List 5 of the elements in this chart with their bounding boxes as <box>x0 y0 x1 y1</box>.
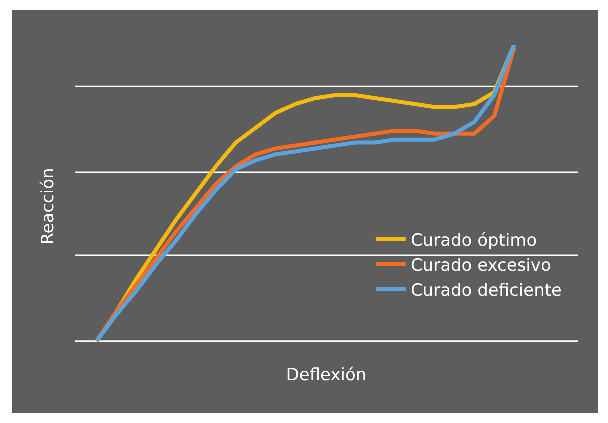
y-axis-title: Reacción <box>38 168 59 245</box>
x-axis-title: Deflexión <box>286 365 367 386</box>
legend-label: Curado excesivo <box>410 256 552 276</box>
legend-label: Curado deficiente <box>410 281 562 302</box>
legend-label: Curado óptimo <box>410 230 538 251</box>
